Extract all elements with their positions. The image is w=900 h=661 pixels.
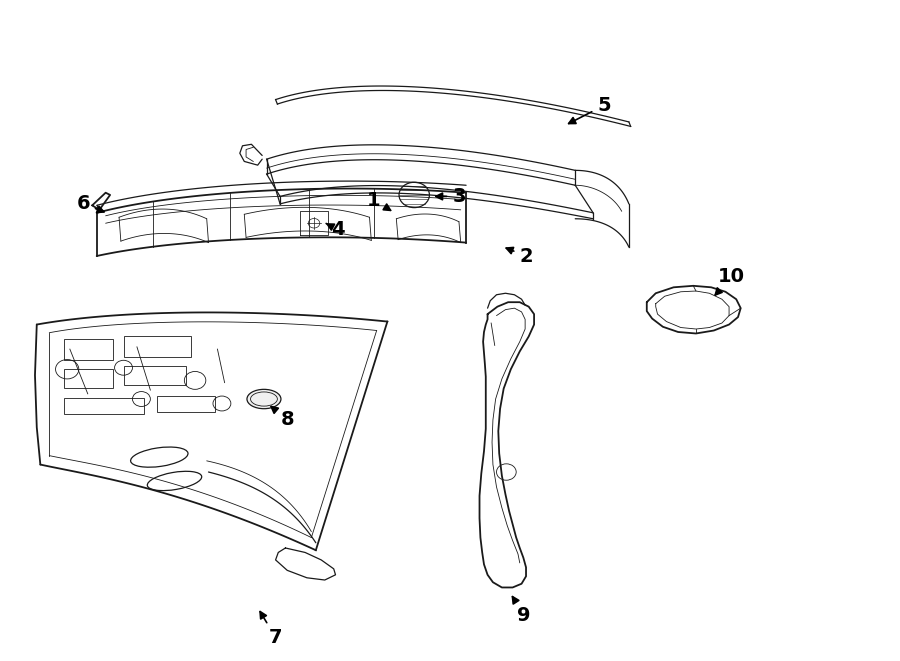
Text: 4: 4 bbox=[326, 221, 345, 239]
Text: 6: 6 bbox=[76, 194, 104, 214]
Bar bbox=[64, 369, 112, 388]
Bar bbox=[123, 366, 186, 385]
Bar bbox=[64, 397, 144, 414]
Bar bbox=[123, 336, 191, 356]
Text: 10: 10 bbox=[716, 267, 745, 295]
Text: 7: 7 bbox=[260, 611, 283, 647]
Bar bbox=[64, 340, 112, 360]
Ellipse shape bbox=[247, 389, 281, 408]
Text: 1: 1 bbox=[367, 190, 391, 210]
Text: 2: 2 bbox=[506, 247, 533, 266]
Text: 5: 5 bbox=[569, 96, 611, 124]
Text: 8: 8 bbox=[271, 407, 294, 430]
Text: 9: 9 bbox=[512, 597, 531, 625]
Bar bbox=[157, 396, 215, 412]
Text: 3: 3 bbox=[436, 187, 465, 206]
